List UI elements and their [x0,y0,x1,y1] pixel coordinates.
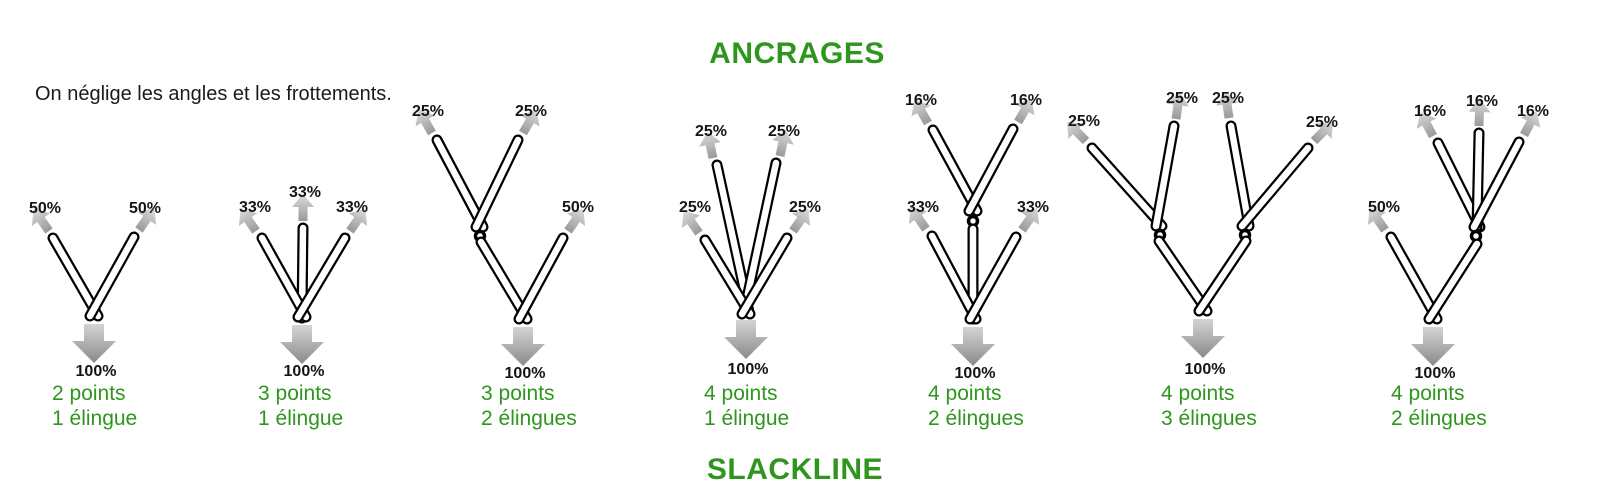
anchor-load-label: 50% [562,199,594,216]
sling-strand [1155,237,1211,315]
diagram-2points-1sling: 50% 50% 100% 2 points 1 élingue [24,200,164,430]
points-caption: 3 points [258,382,332,405]
sling-strand [86,233,138,320]
load-arrow-icon [951,327,995,366]
sling-strand [477,238,531,323]
diagram-4points-2slings-a: 16% 16% 33% 33% 100% 4 points 2 élingues [901,92,1049,430]
total-load-label: 100% [1415,365,1456,382]
anchor-load-label: 25% [1068,113,1100,130]
anchor-load-label: 16% [1517,103,1549,120]
slings-caption: 2 élingues [928,407,1024,430]
anchor-load-label: 50% [129,200,161,217]
sling-strand [1227,122,1253,230]
anchor-load-label: 33% [336,199,368,216]
load-arrow-icon [501,327,545,366]
sling-strand [740,159,780,316]
sling-strand [1425,240,1481,323]
diagram-4points-3slings: 25% 25% 25% 25% 100% 4 points 3 élingues [1059,89,1341,430]
diagram-4points-2slings-b: 16% 16% 16% 50% 100% 4 points 2 élingues [1360,93,1549,430]
anchor-load-label: 25% [768,123,800,140]
sling-strand [515,234,567,323]
load-arrow-icon [724,320,768,359]
load-arrow-icon [280,325,324,364]
sling-strand [966,233,1020,323]
anchor-load-label: 25% [1166,90,1198,107]
slings-caption: 1 élingue [258,407,343,430]
anchor-load-label: 16% [1010,92,1042,109]
sling-strand [472,136,522,231]
sling-strand [1387,233,1441,323]
anchor-load-label: 16% [905,92,937,109]
slings-caption: 1 élingue [52,407,137,430]
anchor-load-label: 33% [239,199,271,216]
anchor-load-label: 25% [1212,90,1244,107]
load-arrow-icon [1181,319,1225,358]
diagram-4points-1sling: 25% 25% 25% 25% 100% 4 points 1 élingue [674,123,821,430]
sling-strand [929,126,981,215]
sling-strand [1152,122,1178,230]
anchor-load-label: 33% [289,184,321,201]
anchor-load-label: 50% [1368,199,1400,216]
sling-strand [701,236,754,318]
slings-caption: 2 élingues [481,407,577,430]
anchor-load-label: 25% [1306,114,1338,131]
sling-strand [928,232,980,323]
points-caption: 4 points [1391,382,1465,405]
load-arrow-icon [72,324,116,363]
points-caption: 2 points [52,382,126,405]
slings-caption: 1 élingue [704,407,789,430]
points-caption: 3 points [481,382,555,405]
anchor-load-label: 33% [907,199,939,216]
points-caption: 4 points [704,382,778,405]
points-caption: 4 points [928,382,1002,405]
anchor-load-label: 16% [1414,103,1446,120]
total-load-label: 100% [955,365,996,382]
slings-caption: 3 élingues [1161,407,1257,430]
anchor-load-label: 25% [679,199,711,216]
note-text: On néglige les angles et les frottements… [35,83,392,105]
sling-strand [1088,144,1166,230]
total-load-label: 100% [284,363,325,380]
sling-strand [965,125,1017,215]
total-load-label: 100% [505,365,546,382]
total-load-label: 100% [1185,361,1226,378]
anchor-load-label: 25% [515,103,547,120]
anchor-load-label: 25% [695,123,727,140]
total-load-label: 100% [76,363,117,380]
sling-strand [738,234,791,318]
load-arrow-icon [1411,327,1455,366]
sling-strand [1470,138,1523,231]
anchor-load-label: 25% [412,103,444,120]
sling-strand [258,234,310,321]
points-caption: 4 points [1161,382,1235,405]
anchor-load-label: 50% [29,200,61,217]
sling-strand [294,234,349,321]
anchor-load-label: 33% [1017,199,1049,216]
footer-title: SLACKLINE [707,453,883,486]
diagram-3points-2slings: 25% 25% 50% 100% 3 points 2 élingues [408,103,594,430]
page-title: ANCRAGES [709,37,885,70]
sling-strand [1238,144,1312,230]
anchor-load-label: 16% [1466,93,1498,110]
diagram-3points-1sling: 33% 33% 33% 100% 3 points 1 élingue [231,184,375,430]
slings-caption: 2 élingues [1391,407,1487,430]
sling-strand [49,234,102,320]
anchor-load-label: 25% [789,199,821,216]
total-load-label: 100% [728,361,769,378]
sling-strand [1195,237,1250,315]
sling-strand [433,136,487,231]
